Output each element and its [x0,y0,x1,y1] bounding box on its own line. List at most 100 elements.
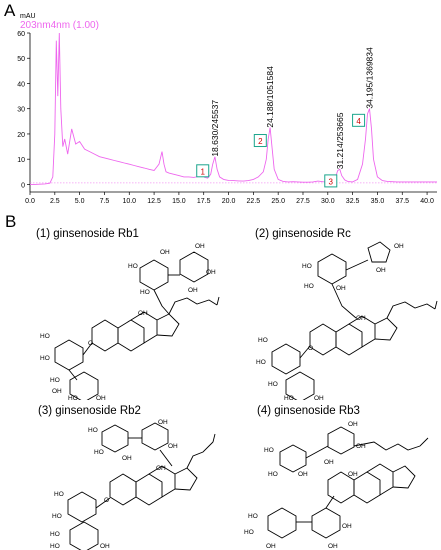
x-tick-label: 10.0 [122,198,136,205]
structure-title-rb1: (1) ginsenoside Rb1 [36,228,139,240]
peak-label-4: 34.195/1369834 [364,47,374,109]
svg-text:HO: HO [94,449,104,456]
svg-text:OH: OH [122,455,132,462]
panel-a-letter: A [4,1,16,20]
x-tick-label: 40.0 [420,198,434,205]
svg-text:HO: HO [304,283,314,290]
structure-rb1: HO HO OH OH OH OH OH HO HO HO HO OH OH O [40,243,220,400]
svg-text:HO: HO [244,529,254,536]
structure-rb3: HO HO OH OH OH OH OH HO HO OH OH OH [244,421,429,550]
svg-text:HO: HO [68,395,78,400]
svg-text:OH: OH [324,459,334,466]
x-tick-label: 32.5 [346,198,360,205]
x-tick-label: 25.0 [271,198,285,205]
x-tick-label: 7.5 [100,198,110,205]
svg-text:HO: HO [50,531,60,538]
structure-rc: HO HO OH OH OH OH HO HO HO HO OH O [256,241,438,400]
svg-text:OH: OH [394,243,404,250]
svg-text:HO: HO [248,513,258,520]
x-tick-label: 27.5 [296,198,310,205]
svg-text:HO: HO [284,395,294,400]
svg-text:OH: OH [168,443,178,450]
svg-text:HO: HO [40,333,50,340]
peak-number-box [324,174,338,188]
structure-title-rc: (2) ginsenoside Rc [255,228,351,240]
y-tick-label: 30 [17,107,25,114]
svg-text:O: O [88,340,93,347]
svg-text:HO: HO [256,359,266,366]
svg-text:OH: OH [266,543,276,550]
peak-number-box [253,134,267,148]
x-tick-label: 0.0 [25,198,35,205]
structure-title-rb2: (3) ginsenoside Rb2 [38,405,141,417]
x-tick-label: 5.0 [75,198,85,205]
peak-number-box [352,113,366,127]
svg-text:OH: OH [356,443,366,450]
chromatogram-chart: 0 10 20 30 40 50 60 0.0 2.5 5.0 7.5 10.0 12.5 15.0 17.… [17,31,437,205]
svg-text:O: O [104,497,109,504]
y-tick-label: 0 [21,182,25,189]
svg-text:HO: HO [52,513,62,520]
trace-label: 203nm4nm (1.00) [20,20,99,31]
svg-text:HO: HO [40,355,50,362]
svg-text:OH: OH [96,395,106,400]
svg-text:HO: HO [88,427,98,434]
peak-number-1: 1 [201,167,206,176]
svg-text:OH: OH [195,243,205,250]
svg-text:OH: OH [348,471,358,478]
svg-text:HO: HO [264,447,274,454]
svg-text:OH: OH [100,543,110,550]
svg-text:OH: OH [188,287,198,294]
svg-text:HO: HO [54,491,64,498]
svg-text:HO: HO [268,471,278,478]
chromatogram-trace [30,32,437,185]
x-tick-label: 12.5 [147,198,161,205]
x-tick-label: 30.0 [321,198,335,205]
svg-text:HO: HO [302,263,312,270]
peak-number-box [196,164,210,178]
svg-text:OH: OH [356,315,366,322]
svg-text:HO: HO [128,263,138,270]
svg-text:OH: OH [314,395,324,400]
x-tick-label: 2.5 [50,198,60,205]
svg-text:OH: OH [206,269,216,276]
svg-text:OH: OH [158,419,168,426]
x-tick-label: 15.0 [172,198,186,205]
x-tick-label: 20.0 [222,198,236,205]
y-tick-label: 20 [17,132,25,139]
y-tick-label: 40 [17,81,25,88]
structure-title-rb3: (4) ginsenoside Rb3 [257,405,360,417]
y-tick-label: 60 [17,31,25,38]
svg-text:OH: OH [52,388,62,395]
chart-peaks: 1 18.630/245537 224.188/1051584 331.214/253… [196,47,374,188]
x-tick-label: 37.5 [395,198,409,205]
svg-text:O: O [308,345,313,352]
svg-text:OH: OH [156,465,166,472]
peak-label-3: 31.214/253665 [335,112,345,169]
svg-text:OH: OH [298,471,308,478]
y-unit-label: mAU [20,13,36,20]
x-tick-label: 22.5 [247,198,261,205]
svg-text:OH: OH [138,310,148,317]
peak-number-2: 2 [258,137,263,146]
peak-label-1: 18.630/245537 [210,100,220,157]
panel-b-letter: B [5,212,17,231]
structure-rb2: HO HO OH OH OH OH HO HO HO HO OH O [50,419,216,550]
peak-label-2: 24.188/1051584 [265,66,275,128]
svg-text:HO: HO [268,381,278,388]
svg-text:HO: HO [50,377,60,384]
y-tick-label: 50 [17,56,25,63]
svg-text:OH: OH [160,249,170,256]
chart-axes: 0 10 20 30 40 50 60 0.0 2.5 5.0 7.5 10.0 12.5 15.0 17.… [17,31,437,205]
peak-number-4: 4 [356,117,361,126]
svg-text:OH: OH [336,285,346,292]
y-tick-label: 10 [17,157,25,164]
chart-trace [30,32,437,185]
svg-text:HO: HO [50,543,60,550]
svg-text:OH: OH [342,523,352,530]
svg-text:OH: OH [348,421,358,428]
peak-number-3: 3 [329,177,334,186]
svg-text:HO: HO [140,289,150,296]
x-tick-label: 17.5 [197,198,211,205]
x-tick-label: 35.0 [371,198,385,205]
